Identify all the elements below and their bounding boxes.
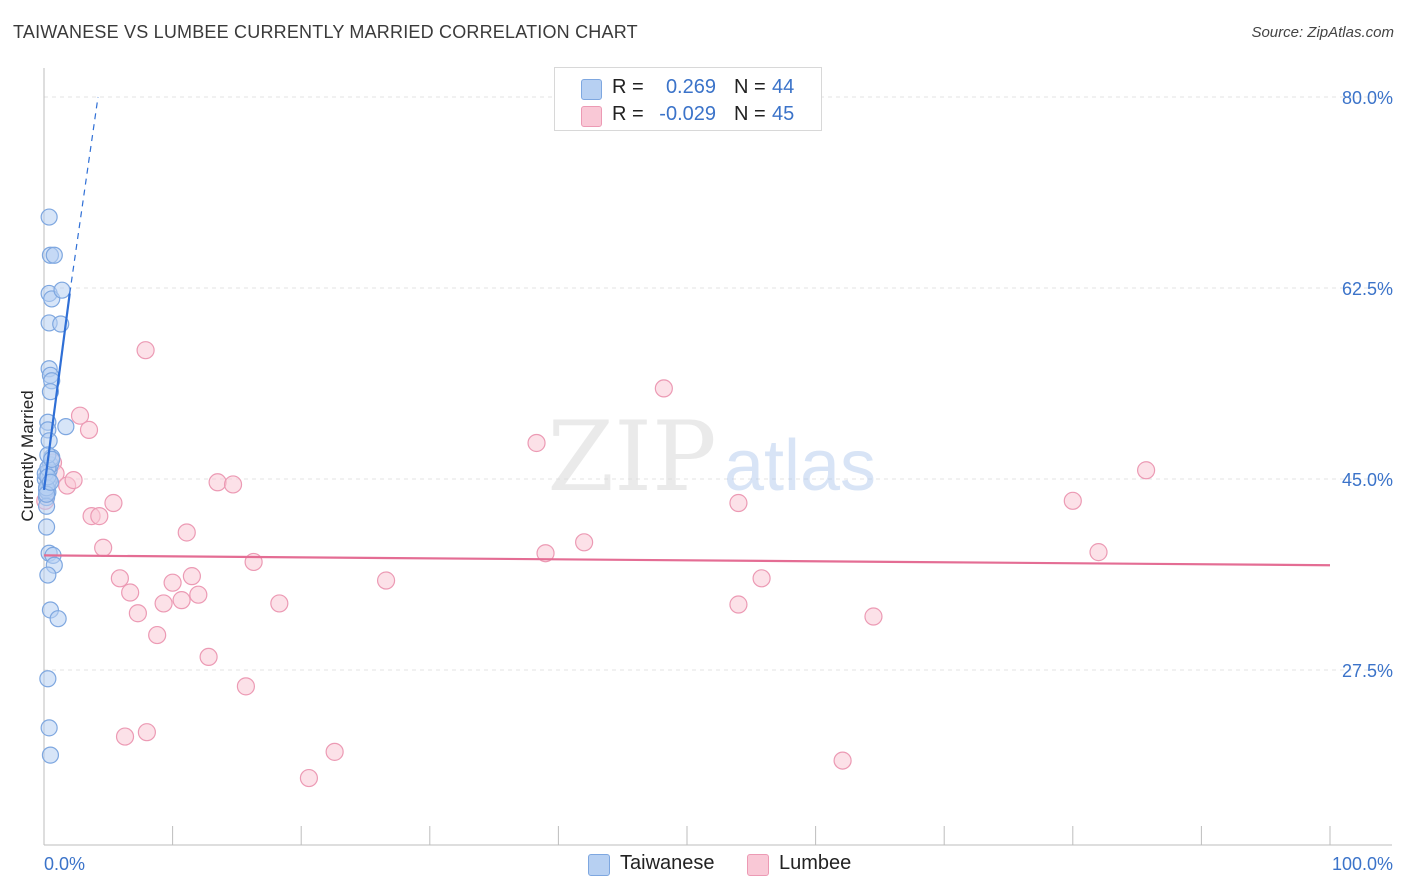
legend-r-value: 0.269 <box>665 76 716 98</box>
chart-title: TAIWANESE VS LUMBEE CURRENTLY MARRIED CO… <box>13 22 638 42</box>
lumbee-point <box>128 604 147 623</box>
trend-lines <box>42 96 1331 567</box>
lumbee-point <box>536 544 555 563</box>
legend-n-label: N = <box>734 103 766 125</box>
taiwanese-swatch <box>581 79 602 100</box>
lumbee-point <box>729 595 748 614</box>
lumbee-point <box>575 533 594 552</box>
lumbee-point <box>199 647 218 667</box>
y-tick-label: 62.5% <box>1342 279 1393 299</box>
lumbee-point <box>236 677 256 696</box>
lumbee-point <box>121 583 140 602</box>
lumbee-point <box>864 607 883 626</box>
legend-n-value: 44 <box>772 76 795 98</box>
source-label: Source: ZipAtlas.com <box>1251 24 1394 41</box>
lumbee-point <box>172 591 191 610</box>
taiwanese-point <box>45 246 63 264</box>
y-tick-label: 45.0% <box>1342 470 1393 490</box>
lumbee-point <box>79 420 99 439</box>
taiwanese-point <box>43 450 61 468</box>
lumbee-point <box>110 569 129 588</box>
lumbee-point <box>270 594 289 613</box>
lumbee-swatch <box>747 854 769 876</box>
lumbee-legend-label: Lumbee <box>779 852 852 874</box>
taiwanese-trend-extension <box>69 96 99 294</box>
taiwanese-point <box>57 418 75 436</box>
gridlines <box>44 96 1392 671</box>
y-axis-label: Currently Married <box>18 390 37 521</box>
taiwanese-point <box>49 610 67 628</box>
lumbee-point <box>729 493 748 513</box>
taiwanese-point <box>41 383 60 401</box>
axes <box>43 68 1392 846</box>
x-tick-label: 0.0% <box>44 854 85 874</box>
lumbee-point <box>527 433 546 453</box>
x-tick-label: 100.0% <box>1332 854 1393 874</box>
lumbee-point <box>70 406 90 425</box>
stats-legend: R = 0.269 N = 44 R = -0.029 N = 45 <box>554 67 822 131</box>
taiwanese-point <box>41 746 60 764</box>
lumbee-point <box>299 768 319 788</box>
legend-n-label: N = <box>734 76 766 98</box>
y-tick-labels: 27.5% 45.0% 62.5% 80.0% <box>1342 88 1393 681</box>
watermark-atlas: atlas <box>724 426 876 506</box>
lumbee-point <box>833 751 852 770</box>
taiwanese-swatch <box>588 854 610 876</box>
taiwanese-point <box>39 566 57 584</box>
legend-n-value: 45 <box>772 103 795 125</box>
lumbee-point <box>223 475 243 494</box>
lumbee-point <box>182 567 201 586</box>
taiwanese-legend-label: Taiwanese <box>620 852 715 874</box>
lumbee-point <box>325 742 344 761</box>
lumbee-point <box>752 569 771 588</box>
lumbee-point <box>654 379 673 398</box>
lumbee-point <box>1137 461 1156 480</box>
lumbee-point <box>154 594 173 613</box>
lumbee-point <box>94 538 113 557</box>
lumbee-point <box>90 507 109 526</box>
legend-r-label: R = <box>612 103 644 125</box>
lumbee-point <box>115 727 135 746</box>
legend-row-lumbee: R = -0.029 N = 45 <box>555 103 821 129</box>
lumbee-point <box>1063 491 1082 510</box>
legend-r-value: -0.029 <box>659 103 716 125</box>
taiwanese-point <box>39 670 57 688</box>
lumbee-point <box>137 723 156 742</box>
taiwanese-trend-line <box>42 293 71 491</box>
watermark-zip: ZIP <box>547 401 716 513</box>
lumbee-trend-line <box>43 554 1331 567</box>
lumbee-point <box>64 470 83 490</box>
legend-row-taiwanese: R = 0.269 N = 44 <box>555 76 821 102</box>
lumbee-point <box>177 523 196 542</box>
taiwanese-point <box>53 281 71 299</box>
y-tick-label: 27.5% <box>1342 661 1393 681</box>
lumbee-swatch <box>581 106 602 127</box>
taiwanese-points <box>36 208 75 764</box>
watermark: ZIP atlas <box>547 401 876 513</box>
taiwanese-point <box>40 208 58 226</box>
lumbee-point <box>208 473 227 492</box>
legend-r-label: R = <box>612 76 644 98</box>
lumbee-point <box>104 493 123 513</box>
taiwanese-point <box>40 719 58 737</box>
lumbee-point <box>376 571 396 590</box>
lumbee-point <box>136 341 155 360</box>
taiwanese-point <box>37 518 56 536</box>
y-tick-label: 80.0% <box>1342 88 1393 108</box>
lumbee-point <box>163 573 182 592</box>
lumbee-point <box>1089 543 1108 562</box>
x-tick-labels: 0.0% 100.0% <box>44 854 1393 874</box>
lumbee-point <box>189 585 208 604</box>
lumbee-point <box>148 625 167 645</box>
